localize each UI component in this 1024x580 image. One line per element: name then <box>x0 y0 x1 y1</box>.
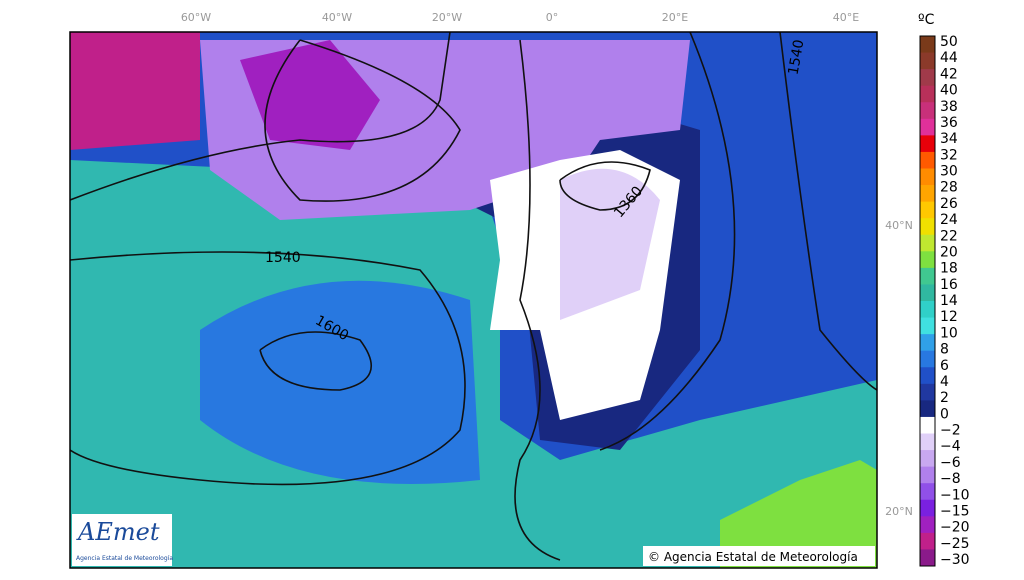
colorbar-segment <box>920 284 935 302</box>
colorbar-segment <box>920 69 935 87</box>
colorbar-label: −30 <box>940 552 970 568</box>
contour-label: 1540 <box>786 38 808 76</box>
colorbar-label: 12 <box>940 309 958 325</box>
colorbar-label: 18 <box>940 261 958 277</box>
colorbar-segment <box>920 516 935 534</box>
colorbar-segment <box>920 450 935 468</box>
longitude-label: 60°W <box>181 11 211 24</box>
copyright: © Agencia Estatal de Meteorología <box>648 550 858 564</box>
colorbar-segment <box>920 118 935 136</box>
colorbar-segment <box>920 267 935 285</box>
colorbar-segment <box>920 416 935 434</box>
colorbar-segment <box>920 102 935 120</box>
map-field <box>70 32 877 568</box>
colorbar-segment <box>920 400 935 418</box>
colorbar-label: 2 <box>940 390 949 406</box>
colorbar-segment <box>920 433 935 451</box>
colorbar-label: 38 <box>940 99 958 115</box>
colorbar-segment <box>920 234 935 252</box>
colorbar-label: −4 <box>940 439 961 455</box>
colorbar-label: 10 <box>940 325 958 341</box>
colorbar-label: 28 <box>940 180 958 196</box>
colorbar-segment <box>920 466 935 484</box>
colorbar-segment <box>920 301 935 319</box>
colorbar-label: 20 <box>940 244 958 260</box>
logo: AEmet <box>76 518 160 546</box>
longitude-label: 40°W <box>322 11 352 24</box>
colorbar-segment <box>920 218 935 236</box>
colorbar-label: −8 <box>940 471 961 487</box>
colorbar-segment <box>920 151 935 169</box>
colorbar-label: −2 <box>940 423 961 439</box>
colorbar-label: 26 <box>940 196 958 212</box>
colorbar-label: −25 <box>940 536 970 552</box>
colorbar-segment <box>920 317 935 335</box>
colorbar-label: 32 <box>940 147 958 163</box>
colorbar-segment <box>920 383 935 401</box>
colorbar-label: 22 <box>940 228 958 244</box>
map-frame <box>69 31 878 569</box>
colorbar-label: 16 <box>940 277 958 293</box>
longitude-label: 20°E <box>662 11 688 24</box>
colorbar-segment <box>920 85 935 103</box>
colorbar-segment <box>920 201 935 219</box>
colorbar-frame <box>919 35 936 567</box>
contour-label: 1540 <box>265 250 301 266</box>
colorbar-segment <box>920 483 935 501</box>
colorbar-segment <box>920 532 935 550</box>
colorbar-label: 8 <box>940 342 949 358</box>
colorbar-segment <box>920 251 935 269</box>
latitude-label: 20°N <box>885 505 913 518</box>
colorbar-segment <box>920 549 935 567</box>
colorbar-segment <box>920 36 935 54</box>
logo-subtitle: Agencia Estatal de Meteorología <box>76 555 173 562</box>
colorbar-label: 42 <box>940 66 958 82</box>
colorbar-label: −6 <box>940 455 961 471</box>
colorbar-label: 34 <box>940 131 958 147</box>
colorbar-label: 14 <box>940 293 958 309</box>
colorbar-segment <box>920 135 935 153</box>
logo-box <box>72 514 172 566</box>
colorbar-label: 44 <box>940 50 958 66</box>
colorbar-segment <box>920 168 935 186</box>
colorbar-segment <box>920 52 935 70</box>
colorbar-label: −15 <box>940 503 970 519</box>
longitude-label: 0° <box>546 11 559 24</box>
colorbar-label: 0 <box>940 406 949 422</box>
colorbar-unit: ºC <box>918 12 935 28</box>
longitude-label: 20°W <box>432 11 462 24</box>
colorbar-label: 6 <box>940 358 949 374</box>
colorbar-label: 36 <box>940 115 958 131</box>
colorbar-segment <box>920 185 935 203</box>
colorbar-label: 50 <box>940 34 958 50</box>
longitude-label: 40°E <box>833 11 859 24</box>
latitude-label: 40°N <box>885 219 913 232</box>
colorbar-label: −20 <box>940 520 970 536</box>
colorbar-label: 40 <box>940 83 958 99</box>
colorbar-segment <box>920 499 935 517</box>
colorbar-label: 4 <box>940 374 949 390</box>
copyright-box <box>643 546 875 566</box>
colorbar-segment <box>920 334 935 352</box>
colorbar-segment <box>920 350 935 368</box>
colorbar-label: −10 <box>940 487 970 503</box>
colorbar-segment <box>920 367 935 385</box>
colorbar-label: 30 <box>940 164 958 180</box>
colorbar-label: 24 <box>940 212 958 228</box>
